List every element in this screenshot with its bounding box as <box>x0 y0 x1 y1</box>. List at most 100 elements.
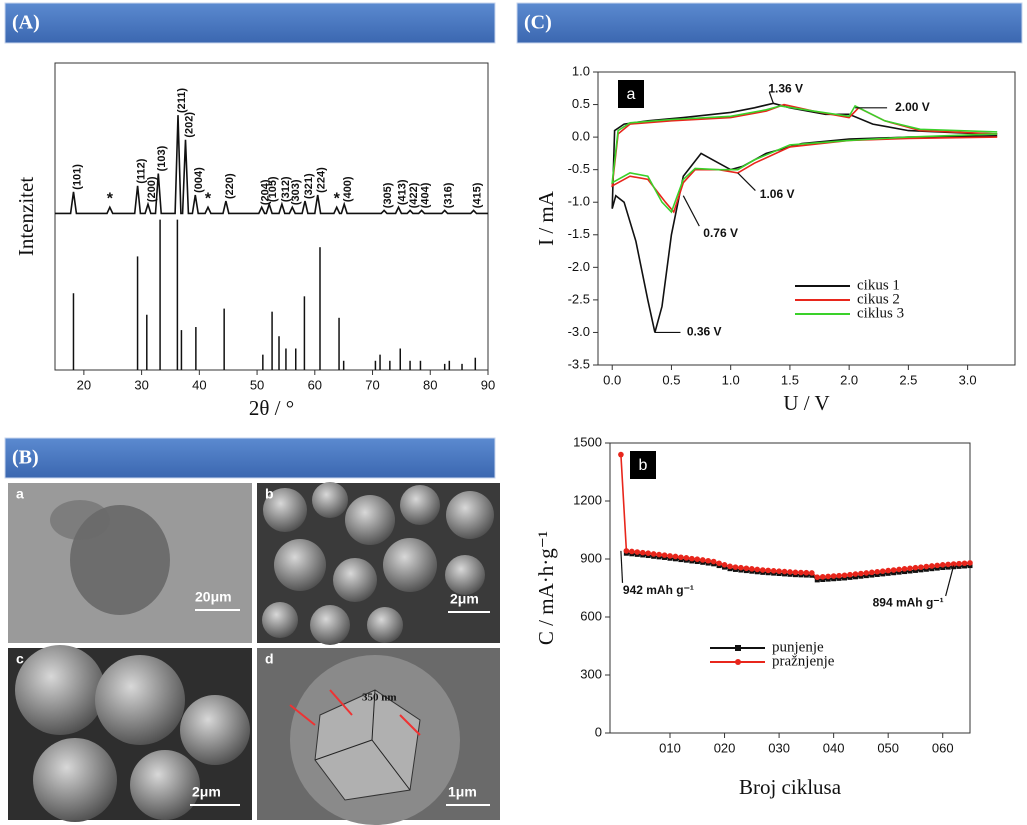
y-tick-label: -3.5 <box>568 356 590 371</box>
data-line <box>55 115 488 215</box>
marker <box>749 566 755 572</box>
peak-label: (004) <box>193 167 205 193</box>
marker <box>825 573 831 580</box>
x-tick-label: 20 <box>77 377 91 392</box>
y-tick-label: -1.0 <box>568 194 590 209</box>
image-label: c <box>16 651 24 667</box>
texture <box>263 488 307 532</box>
scale-label: 2μm <box>192 784 221 800</box>
marker <box>661 552 668 558</box>
legend-label: punjenje <box>772 639 824 655</box>
peak-label: * <box>205 190 212 207</box>
x-tick-label: 040 <box>823 740 845 755</box>
annotation-arrow <box>620 550 624 583</box>
marker <box>874 568 881 575</box>
marker <box>765 567 771 574</box>
texture <box>312 482 348 518</box>
y-tick-label: 1200 <box>573 492 602 507</box>
marker <box>945 561 951 568</box>
marker <box>819 573 826 580</box>
x-tick-label: 060 <box>932 740 954 755</box>
y-tick-label: 300 <box>580 666 602 681</box>
annotation: 0.36 V <box>687 325 722 339</box>
marker <box>798 569 804 576</box>
annotation-arrow <box>737 172 756 191</box>
measure-line <box>399 714 421 736</box>
annotation: 942 mAh g⁻¹ <box>623 583 694 597</box>
marker <box>727 563 733 570</box>
y-tick-label: 0.5 <box>572 96 590 111</box>
x-tick-label: 70 <box>365 377 379 392</box>
marker <box>645 550 651 556</box>
marker <box>939 562 946 568</box>
peak-label: (303) <box>290 179 302 205</box>
marker <box>732 564 739 570</box>
marker <box>923 563 930 570</box>
annotation: 0.76 V <box>703 226 738 240</box>
x-tick-label: 3.0 <box>959 372 977 387</box>
marker <box>901 566 908 572</box>
peak-label: (202) <box>183 112 195 138</box>
annotation: 1.36 V <box>768 81 803 95</box>
data-line <box>626 552 971 581</box>
texture <box>95 655 185 745</box>
data-line <box>611 104 998 214</box>
texture <box>446 491 494 539</box>
marker <box>716 560 722 567</box>
x-tick-label: 010 <box>659 740 681 755</box>
y-tick-label: 0 <box>595 724 602 739</box>
texture <box>383 538 437 592</box>
panel-title: (A) <box>12 12 40 34</box>
y-tick-label: -2.5 <box>568 291 590 306</box>
measure-label: 350 nm <box>362 692 397 704</box>
annotation-arrow <box>768 91 774 104</box>
marker <box>656 551 662 558</box>
marker <box>836 572 842 579</box>
marker <box>618 451 624 458</box>
image-label: b <box>265 486 274 502</box>
header-bar <box>4 2 496 44</box>
peak-label: (422) <box>408 182 420 208</box>
texture <box>445 555 485 595</box>
marker <box>967 560 973 566</box>
x-tick-label: 80 <box>423 377 437 392</box>
marker <box>961 560 968 567</box>
peak-label: (101) <box>71 164 83 190</box>
y-tick-label: 900 <box>580 550 602 565</box>
marker <box>699 557 706 563</box>
panel-label-box <box>630 451 656 479</box>
peak-label: (321) <box>303 173 315 199</box>
marker <box>852 571 859 577</box>
x-axis-title: 2θ / ° <box>249 396 294 420</box>
image-label: a <box>16 486 24 502</box>
marker <box>683 555 690 561</box>
annotation: 894 mAh g⁻¹ <box>873 596 944 610</box>
scale-label: 2μm <box>450 591 479 607</box>
marker <box>710 558 717 565</box>
marker <box>667 553 673 559</box>
marker <box>912 564 919 571</box>
marker <box>770 567 777 574</box>
marker <box>705 557 711 564</box>
panel-title: (C) <box>524 12 552 34</box>
x-tick-label: 60 <box>308 377 322 392</box>
marker <box>781 568 788 575</box>
peak-label: * <box>334 190 341 207</box>
x-tick-label: 050 <box>877 740 899 755</box>
texture <box>400 485 440 525</box>
x-tick-label: 1.5 <box>781 372 799 387</box>
marker <box>830 573 837 579</box>
peak-label: (415) <box>471 182 483 208</box>
peak-label: (220) <box>224 173 236 199</box>
y-tick-label: -2.0 <box>568 259 590 274</box>
y-tick-label: -0.5 <box>568 161 590 176</box>
x-tick-label: 0.5 <box>662 372 680 387</box>
marker <box>863 570 870 576</box>
x-axis-title: U / V <box>783 391 829 415</box>
marker <box>890 567 897 573</box>
sem-image: a 20μm <box>8 483 252 643</box>
peak-label: (305) <box>382 182 394 208</box>
marker <box>950 561 957 567</box>
legend-label: cikus 1 <box>857 277 900 293</box>
